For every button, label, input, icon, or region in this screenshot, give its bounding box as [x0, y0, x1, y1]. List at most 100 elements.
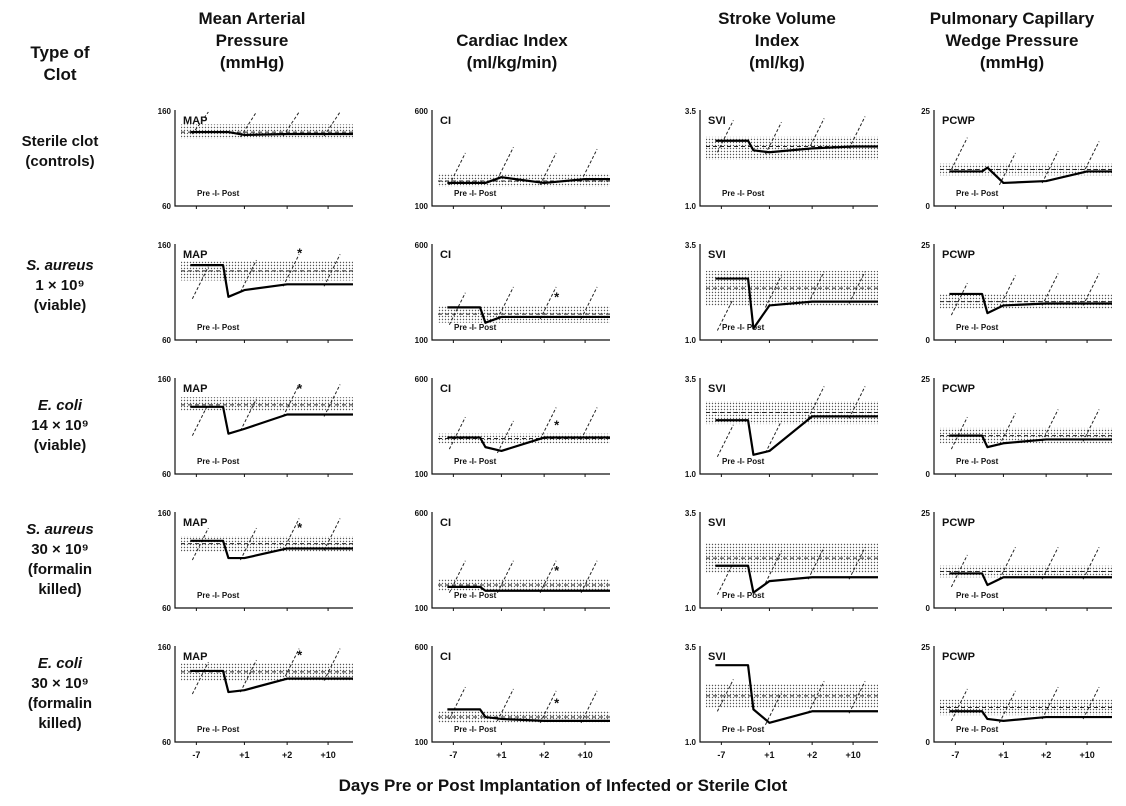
pre-post-label: Pre -I- Post — [454, 457, 497, 466]
data-series-line — [949, 572, 1112, 587]
significance-asterisk: * — [297, 245, 303, 260]
timeline-slash — [448, 152, 466, 186]
x-tick-label: +2 — [539, 750, 549, 760]
column-header-line: (mmHg) — [979, 53, 1045, 72]
timeline-slash — [580, 560, 598, 593]
timeline-slash — [580, 286, 598, 320]
y-tick-label-max: 3.5 — [685, 107, 697, 116]
timeline-slash — [282, 254, 300, 287]
timeline-slash — [950, 416, 968, 450]
y-tick-label-min: 100 — [415, 738, 429, 747]
timeline-slash — [323, 384, 341, 417]
timeline-slash — [950, 688, 968, 722]
panel-variable-label: SVI — [708, 517, 726, 529]
timeline-slash — [191, 266, 209, 300]
axes — [431, 378, 610, 475]
timeline-slash — [1041, 409, 1059, 442]
timeline-slash — [448, 686, 466, 720]
timeline-slash — [448, 416, 466, 450]
timeline-slash — [764, 420, 782, 454]
y-tick-label-max: 25 — [921, 241, 930, 250]
timeline-slash — [1082, 141, 1100, 174]
axes — [933, 378, 1112, 475]
row-label-4: E. coli 30 × 10⁹ (formalin killed) — [0, 654, 120, 734]
column-header-map: Mean Arterial Pressure (mmHg) — [147, 8, 357, 74]
data-series-line — [190, 130, 353, 137]
axes — [933, 646, 1112, 743]
pre-post-label: Pre -I- Post — [197, 323, 240, 332]
y-tick-label-max: 25 — [921, 509, 930, 518]
panel-r4-svi: 3.5 1.0 SVI Pre -I- Post -7 +1 +2 +10 — [685, 643, 878, 760]
column-header-svi: Stroke Volume Index (ml/kg) — [672, 8, 882, 74]
y-tick-label-min: 1.0 — [685, 738, 697, 747]
timeline-slash — [496, 560, 514, 593]
row-label-2: E. coli 14 × 10⁹ (viable) — [0, 396, 120, 456]
pre-post-label: Pre -I- Post — [454, 323, 497, 332]
data-series-line — [715, 415, 878, 456]
axes — [933, 110, 1112, 207]
data-series-line — [715, 564, 878, 594]
x-tick-label: +10 — [845, 750, 860, 760]
data-series-line — [447, 585, 610, 592]
significance-asterisk: * — [554, 289, 560, 304]
data-series-line — [447, 708, 610, 722]
timeline-slash — [950, 137, 968, 170]
significance-asterisk: * — [554, 563, 560, 578]
pre-post-label: Pre -I- Post — [454, 591, 497, 600]
panel-variable-label: CI — [440, 517, 451, 529]
timeline-slash — [716, 562, 734, 595]
y-tick-label-min: 100 — [415, 604, 429, 613]
pre-post-label: Pre -I- Post — [956, 323, 999, 332]
timeline-slash — [191, 527, 209, 561]
column-header-line: Pulmonary Capillary — [929, 9, 1095, 28]
panel-variable-label: MAP — [183, 249, 207, 261]
axes — [699, 646, 878, 743]
timeline-slash — [716, 424, 734, 458]
timeline-slash — [323, 648, 341, 681]
y-tick-label-max: 600 — [415, 643, 429, 652]
timeline-slash — [496, 286, 514, 320]
x-tick-label: -7 — [951, 750, 959, 760]
panel-variable-label: MAP — [183, 517, 207, 529]
timeline-slash — [580, 690, 598, 724]
panel-r4-ci: 600 100 CI Pre -I- Post * -7 +1 +2 +10 — [415, 643, 610, 760]
data-series-line — [715, 139, 878, 154]
column-header-line: Stroke Volume — [718, 9, 836, 28]
panel-variable-label: PCWP — [942, 115, 975, 127]
panel-variable-label: SVI — [708, 383, 726, 395]
timeline-slash — [539, 152, 557, 186]
significance-asterisk: * — [554, 695, 560, 710]
panel-r0-svi: 3.5 1.0 SVI Pre -I- Post — [685, 107, 878, 211]
type-header-line-1: Type of — [30, 43, 90, 62]
row-label-line: Sterile clot — [21, 133, 99, 150]
y-tick-label-max: 160 — [158, 107, 172, 116]
column-header-line: Cardiac Index — [456, 31, 568, 50]
pre-post-label: Pre -I- Post — [197, 725, 240, 734]
pre-post-label: Pre -I- Post — [722, 189, 765, 198]
column-header-line: Wedge Pressure — [945, 31, 1079, 50]
y-tick-label-min: 1.0 — [685, 470, 697, 479]
pre-post-label: Pre -I- Post — [197, 457, 240, 466]
y-tick-label-max: 160 — [158, 375, 172, 384]
panel-variable-label: PCWP — [942, 651, 975, 663]
pre-post-label: Pre -I- Post — [956, 591, 999, 600]
y-tick-label-max: 25 — [921, 643, 930, 652]
data-series-line — [949, 166, 1112, 185]
axes — [699, 110, 878, 207]
row-label-line: (formalin — [27, 695, 93, 712]
timeline-slash — [716, 679, 734, 712]
y-tick-label-min: 1.0 — [685, 202, 697, 211]
panel-r2-pcwp: 25 0 PCWP Pre -I- Post — [921, 375, 1112, 479]
timeline-slash — [1041, 150, 1059, 184]
timeline-slash — [950, 554, 968, 588]
timeline-slash — [848, 271, 866, 304]
timeline-slash — [807, 271, 825, 304]
axes — [431, 512, 610, 609]
axes — [174, 110, 353, 207]
panel-r4-map: 160 60 MAP Pre -I- Post * -7 +1 +2 +10 — [158, 643, 353, 760]
timeline-slash — [191, 403, 209, 436]
y-tick-label-min: 60 — [162, 202, 171, 211]
y-tick-label-min: 0 — [926, 738, 931, 747]
pre-post-label: Pre -I- Post — [454, 725, 497, 734]
timeline-slash — [239, 398, 257, 432]
